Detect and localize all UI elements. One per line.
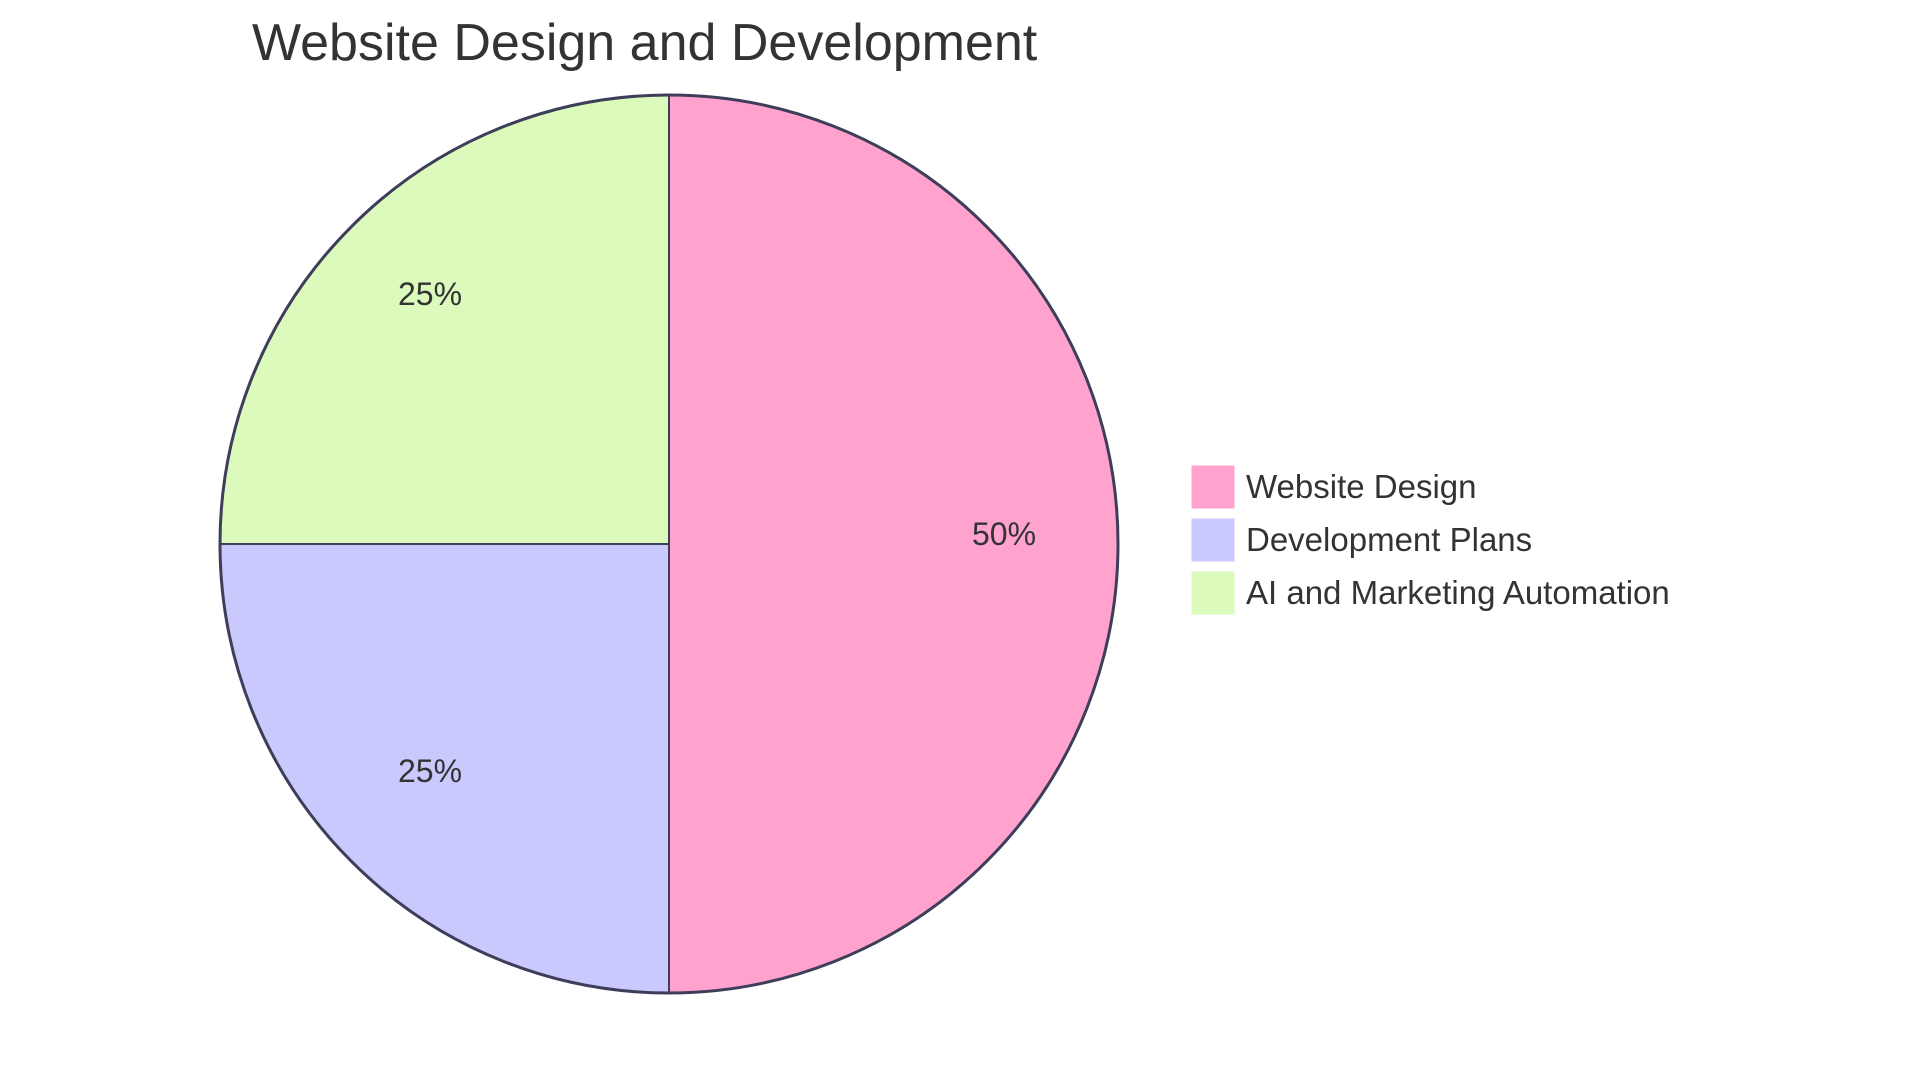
chart-title: Website Design and Development — [252, 14, 1038, 72]
slice-label-website-design: 50% — [972, 516, 1036, 552]
legend-swatch — [1190, 517, 1236, 563]
legend-label: Development Plans — [1246, 521, 1532, 558]
pie — [218, 93, 1120, 995]
slice-label-development-plans: 25% — [398, 753, 462, 789]
slice-label-ai-marketing-automation: 25% — [398, 276, 462, 312]
legend-item-website-design[interactable]: Website Design — [1190, 464, 1477, 510]
slice-website-design[interactable] — [668, 93, 1119, 995]
legend-item-development-plans[interactable]: Development Plans — [1190, 517, 1532, 563]
legend-swatch — [1190, 570, 1236, 616]
legend-label: Website Design — [1246, 468, 1477, 505]
legend: Website Design Development Plans AI and … — [1190, 464, 1670, 616]
slice-ai-marketing-automation[interactable] — [218, 93, 670, 545]
legend-item-ai-marketing-automation[interactable]: AI and Marketing Automation — [1190, 570, 1670, 616]
pie-outline — [218, 93, 1120, 995]
legend-swatch — [1190, 464, 1236, 510]
legend-label: AI and Marketing Automation — [1246, 574, 1670, 611]
